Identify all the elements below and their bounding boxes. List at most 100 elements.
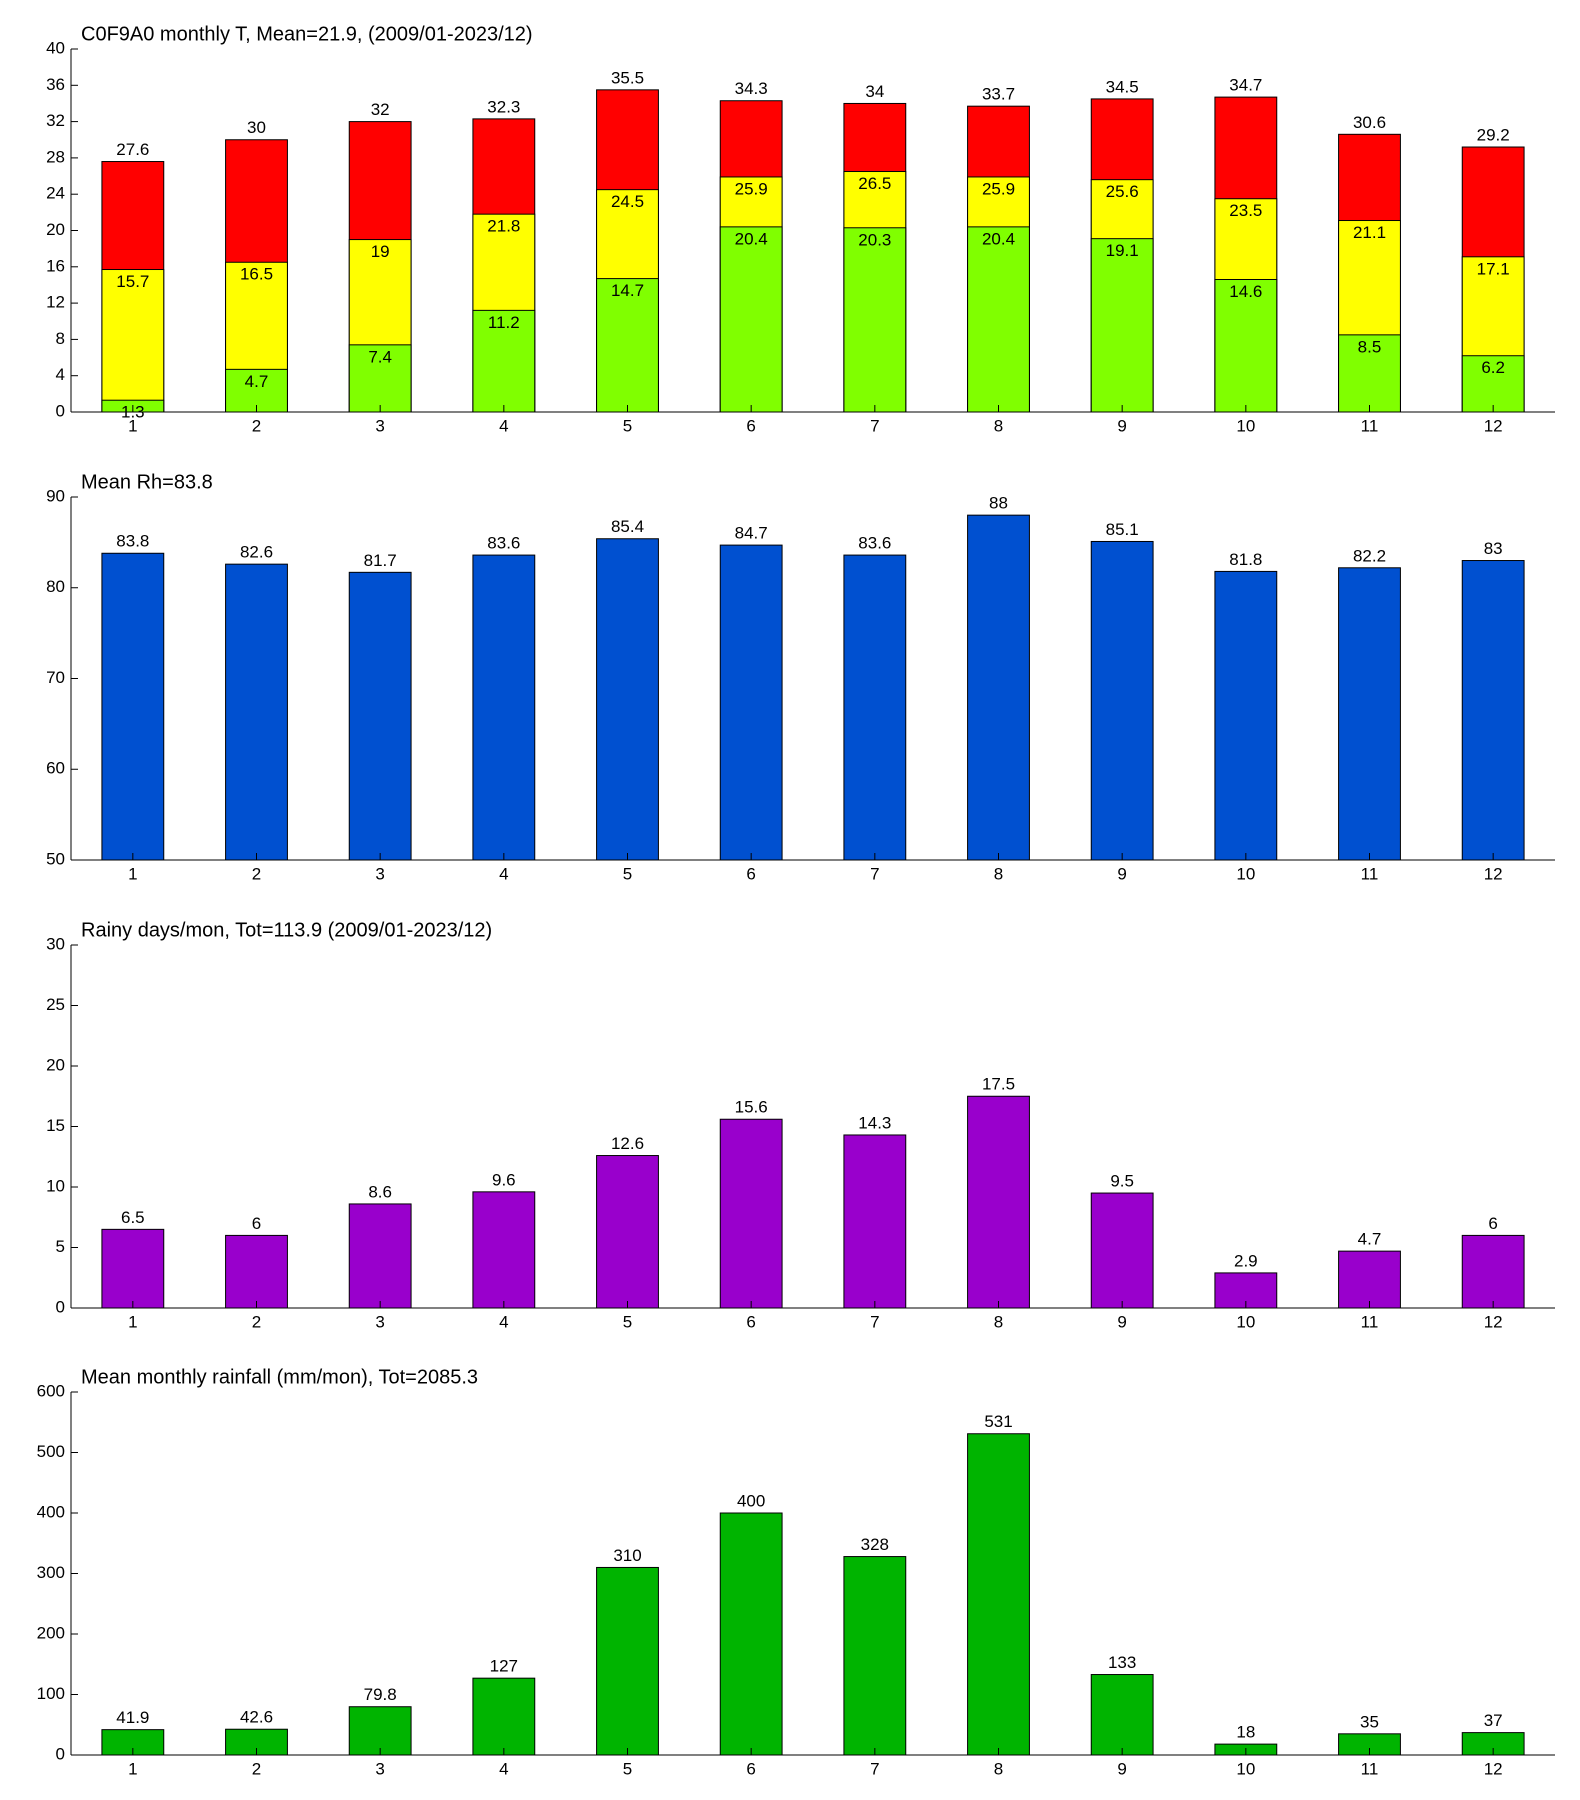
data-label: 9.6 (492, 1170, 516, 1189)
y-tick-label: 20 (46, 1055, 65, 1074)
x-tick-label: 7 (870, 1759, 879, 1778)
x-tick-label: 3 (375, 1759, 384, 1778)
data-label: 8.6 (368, 1182, 392, 1201)
x-tick-label: 11 (1361, 864, 1379, 883)
y-tick-label: 15 (46, 1116, 65, 1135)
bar (348, 344, 412, 413)
data-label: 20.4 (735, 229, 768, 248)
bar (1090, 1192, 1154, 1309)
y-tick-label: 0 (56, 1297, 65, 1316)
bar (1090, 238, 1154, 413)
y-tick-label: 50 (46, 849, 65, 868)
data-label: 15.7 (116, 272, 149, 291)
x-tick-label: 6 (746, 416, 755, 435)
data-label: 26.5 (858, 174, 891, 193)
x-tick-label: 12 (1484, 1312, 1503, 1331)
x-tick-label: 9 (1117, 416, 1126, 435)
x-tick-label: 10 (1236, 1759, 1255, 1778)
x-tick-label: 9 (1117, 864, 1126, 883)
bar (101, 552, 165, 861)
data-label: 4.7 (245, 372, 269, 391)
x-tick-label: 1 (128, 864, 137, 883)
data-label: 83.6 (858, 534, 891, 553)
x-tick-label: 7 (870, 416, 879, 435)
x-tick-label: 9 (1117, 1312, 1126, 1331)
x-tick-label: 3 (375, 864, 384, 883)
data-label: 14.7 (611, 281, 644, 300)
data-label: 19 (371, 242, 390, 261)
data-label: 81.8 (1229, 550, 1262, 569)
data-label: 14.6 (1229, 282, 1262, 301)
data-label: 8.5 (1358, 337, 1382, 356)
data-label: 21.8 (487, 217, 520, 236)
bar (967, 514, 1030, 861)
y-tick-label: 20 (46, 220, 65, 239)
x-tick-label: 8 (994, 1759, 1003, 1778)
bar (719, 544, 783, 861)
x-tick-label: 1 (128, 416, 137, 435)
data-label: 21.1 (1353, 223, 1386, 242)
x-tick-label: 5 (623, 1759, 632, 1778)
data-label: 82.6 (240, 543, 273, 562)
chart-title: C0F9A0 monthly T, Mean=21.9, (2009/01-20… (81, 23, 533, 45)
bar (348, 1203, 412, 1309)
y-tick-label: 25 (46, 995, 65, 1014)
data-label: 29.2 (1477, 125, 1510, 144)
y-tick-label: 40 (46, 38, 65, 57)
data-label: 30 (247, 118, 266, 137)
data-label: 83.8 (116, 532, 149, 551)
data-label: 24.5 (611, 192, 644, 211)
data-label: 34.7 (1229, 76, 1262, 95)
data-label: 25.9 (735, 179, 768, 198)
data-label: 16.5 (240, 265, 273, 284)
bar (1090, 1674, 1154, 1756)
y-tick-label: 8 (56, 329, 65, 348)
x-tick-label: 4 (499, 1759, 508, 1778)
x-tick-label: 11 (1361, 416, 1379, 435)
y-tick-label: 36 (46, 75, 65, 94)
x-tick-label: 8 (994, 864, 1003, 883)
data-label: 19.1 (1106, 241, 1139, 260)
x-tick-label: 2 (252, 864, 261, 883)
x-tick-label: 8 (994, 1312, 1003, 1331)
y-tick-label: 400 (37, 1502, 65, 1521)
data-label: 34.5 (1106, 77, 1139, 96)
data-label: 17.1 (1477, 259, 1510, 278)
data-label: 17.5 (982, 1075, 1015, 1094)
data-label: 400 (737, 1491, 765, 1510)
data-label: 32.3 (487, 97, 520, 116)
bar (101, 269, 165, 413)
bar (843, 1556, 907, 1756)
data-label: 35.5 (611, 68, 644, 87)
bar (843, 1134, 907, 1309)
bar (1338, 334, 1401, 413)
data-label: 32 (371, 100, 390, 119)
x-tick-label: 2 (252, 1312, 261, 1331)
chart-title: Rainy days/mon, Tot=113.9 (2009/01-2023/… (81, 919, 492, 941)
x-tick-label: 5 (623, 864, 632, 883)
bar (843, 554, 907, 861)
x-tick-label: 12 (1484, 416, 1503, 435)
data-label: 4.7 (1358, 1230, 1382, 1249)
bar (1090, 540, 1154, 861)
data-label: 11.2 (488, 313, 520, 332)
x-tick-label: 11 (1361, 1312, 1379, 1331)
bar (348, 571, 412, 861)
y-tick-label: 30 (46, 934, 65, 953)
bar (472, 1191, 536, 1309)
data-label: 83 (1484, 539, 1503, 558)
y-tick-label: 300 (37, 1563, 65, 1582)
y-tick-label: 0 (56, 1744, 65, 1763)
y-tick-label: 0 (56, 401, 65, 420)
x-tick-label: 3 (375, 1312, 384, 1331)
bar (596, 538, 659, 861)
y-tick-label: 60 (46, 759, 65, 778)
bar (225, 368, 288, 413)
bar (1461, 560, 1525, 861)
x-tick-label: 6 (746, 1759, 755, 1778)
y-tick-label: 5 (56, 1237, 65, 1256)
data-label: 14.3 (858, 1113, 891, 1132)
data-label: 83.6 (487, 534, 520, 553)
x-tick-label: 8 (994, 416, 1003, 435)
data-label: 30.6 (1353, 113, 1386, 132)
